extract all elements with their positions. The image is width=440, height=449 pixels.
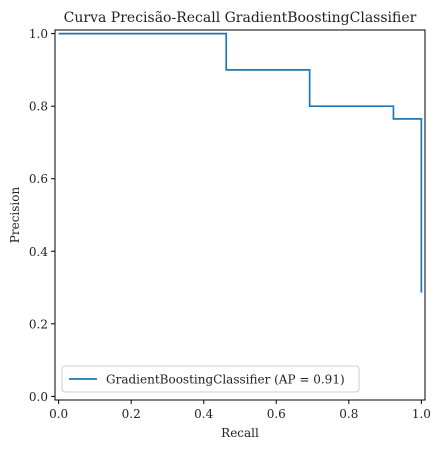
series-line — [58, 32, 423, 293]
x-axis-label: Recall — [221, 426, 259, 440]
legend: GradientBoostingClassifier (AP = 0.91) — [61, 365, 360, 393]
y-tick-label: 0.4 — [29, 245, 48, 259]
y-tick-label: 0.0 — [29, 390, 48, 404]
y-tick-label: 0.8 — [29, 100, 48, 114]
x-tick-label: 0.4 — [194, 407, 213, 421]
x-tick-label: 0.8 — [339, 407, 358, 421]
x-tick-label: 0.0 — [49, 407, 68, 421]
series-layer — [58, 32, 423, 293]
y-axis-label: Precision — [8, 187, 22, 244]
y-tick-label: 1.0 — [29, 27, 48, 41]
chart-title: Curva Precisão-Recall GradientBoostingCl… — [64, 10, 417, 26]
x-tick-label: 0.2 — [122, 407, 141, 421]
legend-box — [61, 365, 360, 393]
legend-label: GradientBoostingClassifier (AP = 0.91) — [106, 373, 345, 387]
y-tick-label: 0.6 — [29, 172, 48, 186]
plot-area-frame — [54, 29, 426, 401]
x-axis-ticks: 0.0 0.2 0.4 0.6 0.8 1.0 — [49, 400, 431, 421]
x-tick-label: 1.0 — [412, 407, 431, 421]
x-tick-label: 0.6 — [267, 407, 286, 421]
y-axis-ticks: 0.0 0.2 0.4 0.6 0.8 1.0 — [29, 27, 55, 404]
y-tick-label: 0.2 — [29, 317, 48, 331]
